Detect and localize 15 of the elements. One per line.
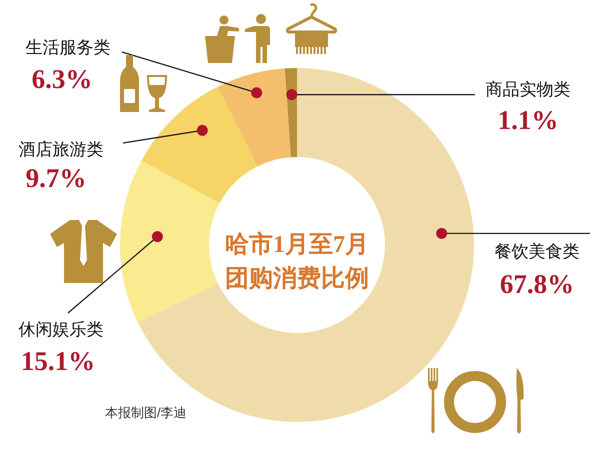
slice-label: 休闲娱乐类	[18, 320, 104, 339]
slice-label: 生活服务类	[26, 38, 110, 57]
donut-slice	[218, 68, 291, 166]
data-label: 9.7%	[26, 163, 86, 193]
slice-label: 商品实物类	[486, 80, 570, 99]
data-label: 67.8%	[500, 269, 574, 299]
data-label: 1.1%	[498, 105, 558, 135]
data-label: 6.3%	[32, 64, 92, 94]
slice-label: 酒店旅游类	[18, 140, 104, 159]
donut-slice	[141, 86, 258, 204]
text: 本报制图/李迪	[105, 405, 187, 420]
text: 哈市1月至7月团购消费比例	[225, 231, 369, 292]
donut-slice	[120, 160, 220, 322]
data-label: 15.1%	[20, 346, 96, 376]
slice-label: 餐饮美食类	[494, 242, 580, 261]
